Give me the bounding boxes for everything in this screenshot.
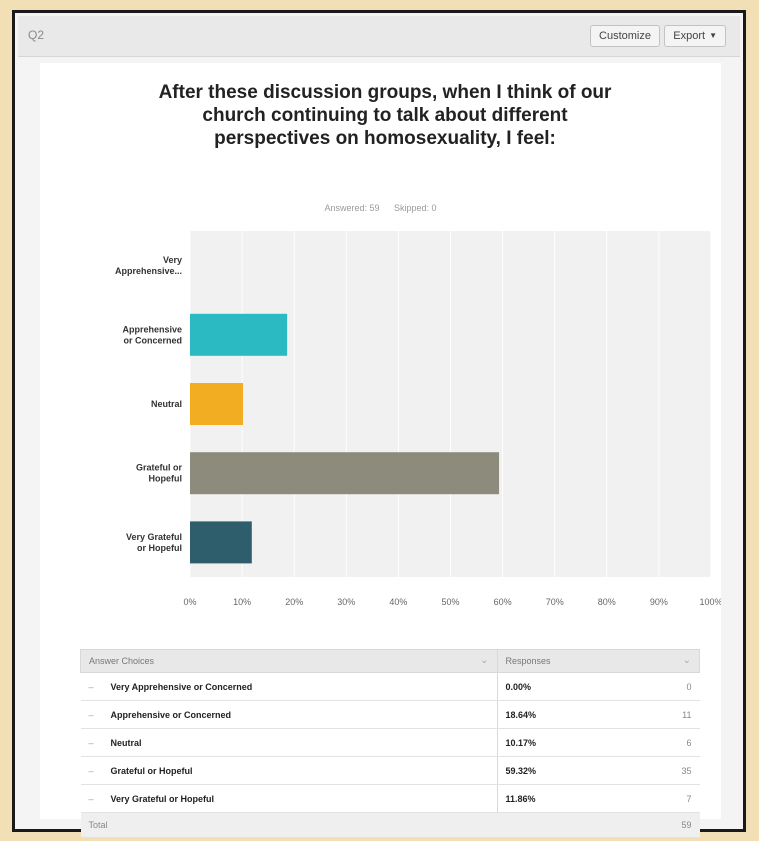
- response-count: 7: [623, 784, 700, 813]
- bar: [190, 313, 288, 356]
- answer-label: Very Grateful or Hopeful: [102, 784, 497, 813]
- x-tick-label: 20%: [285, 597, 303, 607]
- question-panel: Q2 Customize Export ▼ After these discuss…: [12, 10, 746, 838]
- x-tick-label: 90%: [650, 597, 668, 607]
- response-count: 0: [623, 672, 700, 701]
- row-dash: –: [80, 700, 103, 729]
- x-tick-label: 70%: [546, 597, 564, 607]
- skipped-count: Skipped: 0: [394, 203, 437, 213]
- answer-label: Neutral: [102, 728, 497, 757]
- x-tick-label: 40%: [389, 597, 407, 607]
- response-count: 35: [623, 756, 700, 785]
- table-row: – Very Apprehensive or Concerned 0.00% 0: [80, 672, 700, 701]
- x-tick-label: 60%: [494, 597, 512, 607]
- responses-table: Answer Choices ⌄ Responses ⌄ – Very Appr…: [80, 649, 700, 838]
- answer-choices-header[interactable]: Answer Choices ⌄: [80, 649, 498, 673]
- customize-label: Customize: [599, 30, 651, 42]
- question-number: Q2: [28, 28, 45, 42]
- x-tick-label: 10%: [233, 597, 251, 607]
- response-percent: 0.00%: [496, 672, 624, 701]
- bar-chart: 0% 10% 20% 30% 40% 50% 60% 70% 80% 90% 100% Very App…: [115, 231, 721, 607]
- row-dash: –: [80, 672, 103, 701]
- answer-label: Grateful or Hopeful: [102, 756, 497, 785]
- export-button[interactable]: Export ▼: [664, 25, 726, 47]
- x-tick-label: 100%: [699, 597, 721, 607]
- sort-icon: ⌄: [480, 655, 489, 666]
- x-tick-label: 30%: [337, 597, 355, 607]
- answered-count: Answered: 59: [324, 203, 380, 213]
- response-count: 6: [623, 728, 700, 757]
- answer-label: Very Apprehensive or Concerned: [102, 672, 497, 701]
- table-row: – Apprehensive or Concerned 18.64% 11: [80, 700, 700, 729]
- total-row: Total 59: [80, 812, 700, 838]
- response-percent: 10.17%: [496, 728, 624, 757]
- table-row: – Grateful or Hopeful 59.32% 35: [80, 756, 700, 785]
- category-label: Very Grateful or Hopeful: [126, 532, 182, 553]
- bar: [190, 521, 252, 564]
- table-row: – Very Grateful or Hopeful 11.86% 7: [80, 784, 700, 813]
- total-count: 59: [623, 812, 700, 838]
- response-count: 11: [623, 700, 700, 729]
- response-percent: 11.86%: [496, 784, 624, 813]
- category-label: Apprehensive or Concerned: [122, 324, 182, 345]
- row-dash: –: [80, 728, 103, 757]
- export-label: Export: [673, 30, 706, 42]
- response-percent: 18.64%: [496, 700, 624, 729]
- category-label: Grateful or Hopeful: [136, 463, 183, 484]
- customize-button[interactable]: Customize: [590, 25, 660, 47]
- table-row: – Neutral 10.17% 6: [80, 728, 700, 757]
- total-label: Total: [80, 812, 624, 838]
- chevron-down-icon: ▼: [709, 31, 717, 41]
- chart-title: After these discussion groups, when I th…: [158, 82, 612, 149]
- response-percent: 59.32%: [496, 756, 624, 785]
- responses-header[interactable]: Responses ⌄: [496, 649, 700, 673]
- sort-icon: ⌄: [682, 655, 691, 666]
- row-dash: –: [80, 756, 103, 785]
- category-label: Very Apprehensive...: [115, 255, 182, 276]
- bar: [190, 383, 243, 425]
- category-label: Neutral: [151, 399, 182, 409]
- row-dash: –: [80, 784, 103, 813]
- x-tick-label: 0%: [183, 597, 196, 607]
- chart-card: After these discussion groups, when I th…: [40, 63, 721, 838]
- bar: [190, 452, 500, 495]
- response-summary: Answered: 59 Skipped: 0: [40, 203, 721, 213]
- x-tick-label: 80%: [598, 597, 616, 607]
- answer-label: Apprehensive or Concerned: [102, 700, 497, 729]
- x-tick-label: 50%: [441, 597, 459, 607]
- question-header: Q2 Customize Export ▼: [18, 16, 740, 57]
- table-header-row: Answer Choices ⌄ Responses ⌄: [80, 649, 700, 673]
